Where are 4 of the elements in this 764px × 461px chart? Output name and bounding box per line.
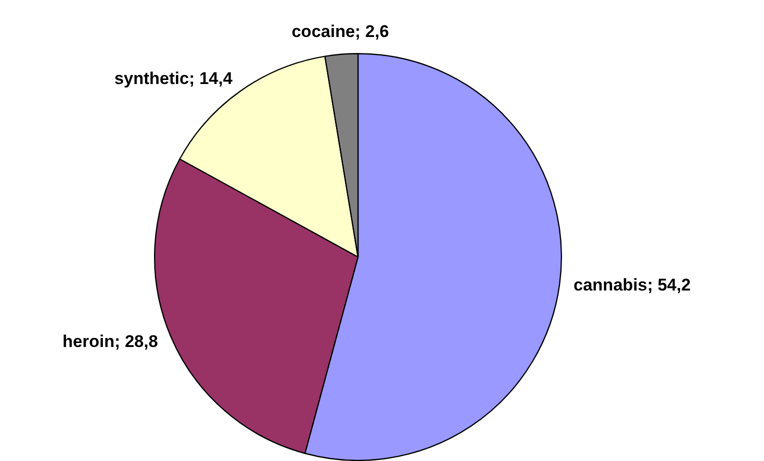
slice-label: heroin; 28,8: [62, 332, 158, 351]
slice-label: cannabis; 54,2: [574, 275, 691, 294]
slice-label: cocaine; 2,6: [292, 22, 389, 42]
slice-label: synthetic; 14,4: [114, 69, 233, 88]
